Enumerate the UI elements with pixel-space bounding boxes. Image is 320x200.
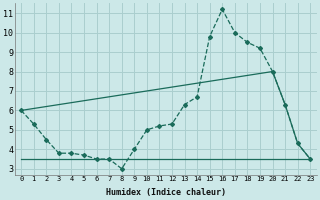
X-axis label: Humidex (Indice chaleur): Humidex (Indice chaleur) bbox=[106, 188, 226, 197]
